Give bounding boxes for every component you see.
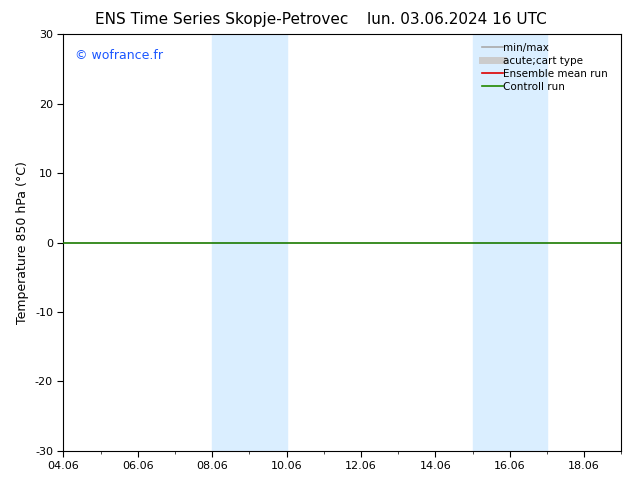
Text: lun. 03.06.2024 16 UTC: lun. 03.06.2024 16 UTC <box>366 12 547 27</box>
Legend: min/max, acute;cart type, Ensemble mean run, Controll run: min/max, acute;cart type, Ensemble mean … <box>479 40 616 95</box>
Text: ENS Time Series Skopje-Petrovec: ENS Time Series Skopje-Petrovec <box>95 12 349 27</box>
Y-axis label: Temperature 850 hPa (°C): Temperature 850 hPa (°C) <box>16 161 29 324</box>
Bar <box>472 34 547 451</box>
Text: © wofrance.fr: © wofrance.fr <box>75 49 162 62</box>
Bar <box>212 34 287 451</box>
